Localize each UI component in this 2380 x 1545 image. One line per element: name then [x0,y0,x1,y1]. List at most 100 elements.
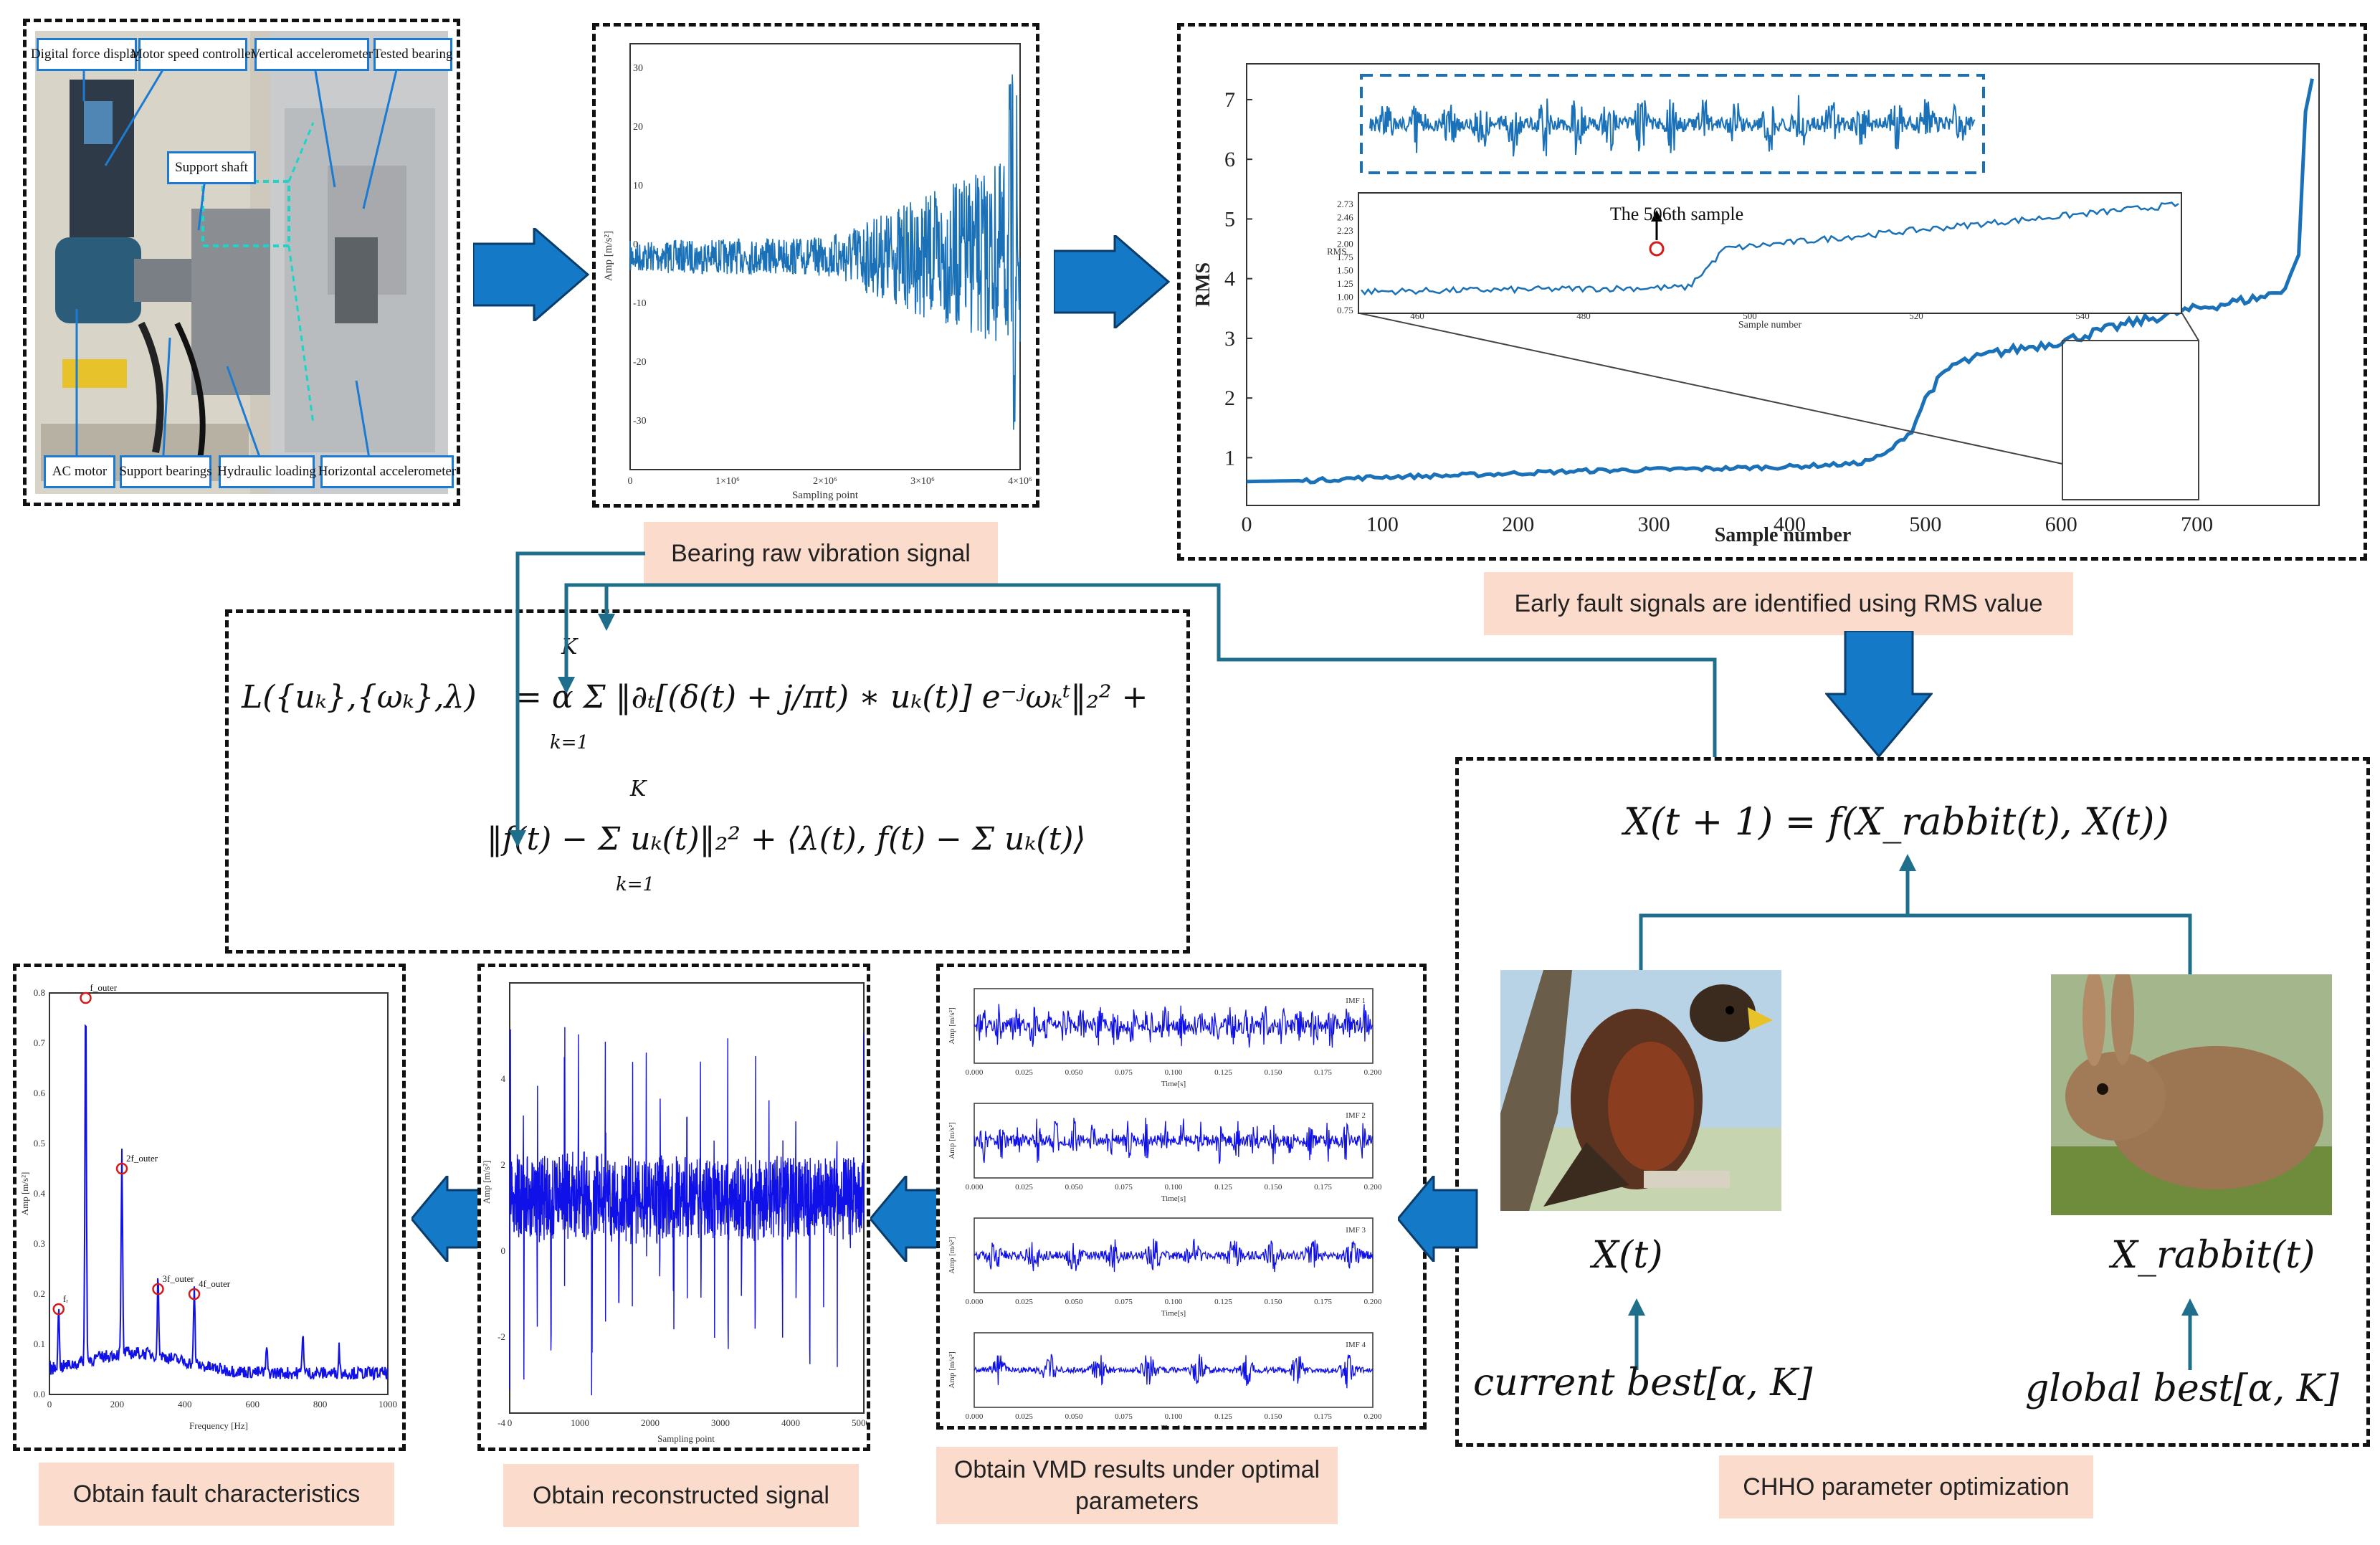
rms-xlabel: Sample number [1715,524,1852,546]
fs-x-tick: 600 [245,1399,260,1409]
label-motor-speed-controller: Motor speed controller [130,38,255,71]
label-tested-bearing: Tested bearing [373,38,453,71]
fs-x-tick: 400 [178,1399,191,1409]
raw-x-tick: 2×10⁶ [813,476,837,487]
imf-x-tick: 0.125 [1214,1068,1232,1077]
rms-y-tick: 7 [1224,88,1235,112]
eq-sum-lower-1: k=1 [550,732,589,754]
imf-x-tick: 0.175 [1314,1298,1332,1306]
imf-xlabel: Time[s] [1161,1080,1186,1088]
rms-chart: 1 2 3 4 5 6 7 0 100 200 300 400 500 600 700 RMS Sampl… [1192,63,2320,546]
imf-x-tick: 0.100 [1165,1298,1183,1306]
caption-rms: Early fault signals are identified using… [1484,572,2073,635]
rc-x-tick: 3000 [711,1417,730,1428]
fault-peak-label: f_outer [90,982,118,993]
chho-tree [1639,854,2192,1012]
fs-x-tick: 1000 [379,1399,397,1409]
rms-panel: 1 2 3 4 5 6 7 0 100 200 300 400 500 600 700 RMS Sampl… [1177,23,2367,561]
rc-y-tick: 0 [501,1245,506,1256]
raw-x-tick: 0 [628,476,633,487]
raw-y-tick: 20 [633,122,643,133]
reconstructed-panel: 4 2 0 -2 -4 0 1000 2000 3000 4000 5000 Amp [m/s²]… [477,964,870,1451]
raw-x-ticks: 0 1×10⁶ 2×10⁶ 3×10⁶ 4×10⁶ [628,476,1033,487]
rms-x-tick: 200 [1502,513,1534,536]
fault-peaks: fᵣ f_outer 2f_outer 3f_outer 4f_outer [52,982,231,1316]
fs-y-tick: 0.1 [34,1339,45,1349]
rms-x-tick: 0 [1242,513,1252,536]
imf-x-tick: 0.050 [1065,1068,1083,1077]
raw-ylabel: Amp [m/s²] [603,231,614,281]
fault-peak-marker [52,1303,65,1316]
imf-label: IMF 1 [1346,997,1366,1005]
label-support-bearings: Support bearings [119,455,212,488]
imf-x-tick: 0.150 [1265,1298,1282,1306]
rms-inset-xlabel: Sample number [1738,320,1802,331]
fs-x-tick: 200 [110,1399,125,1409]
rms-inset-x-tick: 480 [1576,310,1591,321]
reconstructed-chart: 4 2 0 -2 -4 0 1000 2000 3000 4000 5000 Amp [m/s²]… [481,982,867,1444]
rms-inset-y-tick: 2.46 [1337,212,1353,223]
vmd-results-chart: IMF 1 Amp [m/s²] 0.000 0.025 0.050 0.075 0.100… [948,988,1382,1426]
caption-reconstructed: Obtain reconstructed signal [503,1464,859,1527]
raw-signal-chart: 30 20 10 0 -10 -20 -30 0 1×10⁶ 2×10⁶ 3×10⁶ 4×10⁶ A… [603,43,1033,501]
rms-x-ticks: 0 100 200 300 400 500 600 700 [1242,513,2214,536]
fs-x-tick: 0 [47,1399,52,1409]
eq-sum-upper-2: K [630,776,647,802]
imf-x-tick: 0.075 [1115,1412,1133,1421]
rms-inset-y-ticks: 2.73 2.46 2.23 2.00 1.75 1.50 1.25 1.00 0.75 [1337,199,1353,315]
flow-arrow-right-2 [1054,235,1171,328]
raw-x-tick: 3×10⁶ [910,476,935,487]
raw-y-tick: -20 [633,357,647,368]
rms-annotation: The 506th sample [1610,204,1743,224]
fs-y-tick: 0.8 [34,987,45,998]
rms-x-tick: 600 [2045,513,2077,536]
fs-xlabel: Frequency [Hz] [189,1420,248,1431]
raw-y-tick: -10 [633,298,647,309]
fs-x-ticks: 0 200 400 600 800 1000 [47,1399,397,1409]
raw-y-tick: -30 [633,416,647,427]
caption-raw-signal: Bearing raw vibration signal [644,522,998,585]
fault-peak-label: 2f_outer [126,1153,158,1164]
rms-inset-x-tick: 500 [1743,310,1757,321]
fault-peak-label: 4f_outer [199,1278,231,1289]
rabbit-image [2051,974,2332,1215]
reconstructed-waveform [509,1027,865,1396]
rms-inset-x-tick: 520 [1909,310,1923,321]
rms-inset-x-tick: 540 [2075,310,2090,321]
rc-y-tick: 2 [501,1159,506,1170]
rc-y-ticks: 4 2 0 -2 -4 [498,1073,505,1428]
label-hydraulic-loading: Hydraulic loading [217,455,316,488]
fault-spectrum-chart: 0.0 0.1 0.2 0.3 0.4 0.5 0.6 0.7 0.8 0 200 400 600 80… [19,982,397,1431]
label-vertical-accelerometer: Vertical accelerometer [251,38,373,71]
imf-ylabel: Amp [m/s²] [948,1122,956,1159]
hawk-source: current best[α, K] [1473,1361,1813,1404]
imf-x-tick: 0.025 [1015,1068,1033,1077]
imf-xlabel: Time[s] [1161,1309,1186,1318]
vmd-results-panel: IMF 1 Amp [m/s²] 0.000 0.025 0.050 0.075 0.100… [936,964,1427,1430]
fault-peak-marker [152,1283,164,1296]
fault-peak-label: fᵣ [63,1293,68,1304]
fs-y-tick: 0.2 [34,1288,45,1299]
early-fault-waveform [1369,95,1976,157]
imf-x-tick: 0.025 [1015,1183,1033,1192]
raw-signal-panel: 30 20 10 0 -10 -20 -30 0 1×10⁶ 2×10⁶ 3×10⁶ 4×10⁶ A… [592,23,1039,508]
vmd-equation-panel: L({uₖ},{ωₖ},λ) = α Σ ‖∂ₜ[(δ(t) + j/πt) ∗… [225,609,1190,954]
raw-y-tick: 0 [633,239,638,250]
rc-y-tick: -4 [498,1417,505,1428]
rc-x-tick: 5000 [852,1417,867,1428]
rms-signal-box [1360,74,1985,174]
rms-x-tick: 700 [2181,513,2213,536]
rms-y-tick: 1 [1224,446,1235,470]
rms-y-tick: 5 [1224,207,1235,231]
imf-xlabel: Time[s] [1161,1194,1186,1203]
imf-x-tick: 0.025 [1015,1298,1033,1306]
imf-x-tick: 0.175 [1314,1183,1332,1192]
eq-lhs: L({uₖ},{ωₖ},λ) [242,679,477,716]
imf-label: IMF 2 [1346,1111,1366,1120]
fs-y-tick: 0.5 [34,1138,45,1149]
imf-x-tick: 0.000 [966,1183,984,1192]
rms-inset [1358,192,2182,314]
chho-update-rule: X(t + 1) = f(X_rabbit(t), X(t)) [1624,801,2169,844]
imf-x-tick: 0.000 [966,1412,984,1421]
caption-chho: CHHO parameter optimization [1719,1455,2093,1518]
